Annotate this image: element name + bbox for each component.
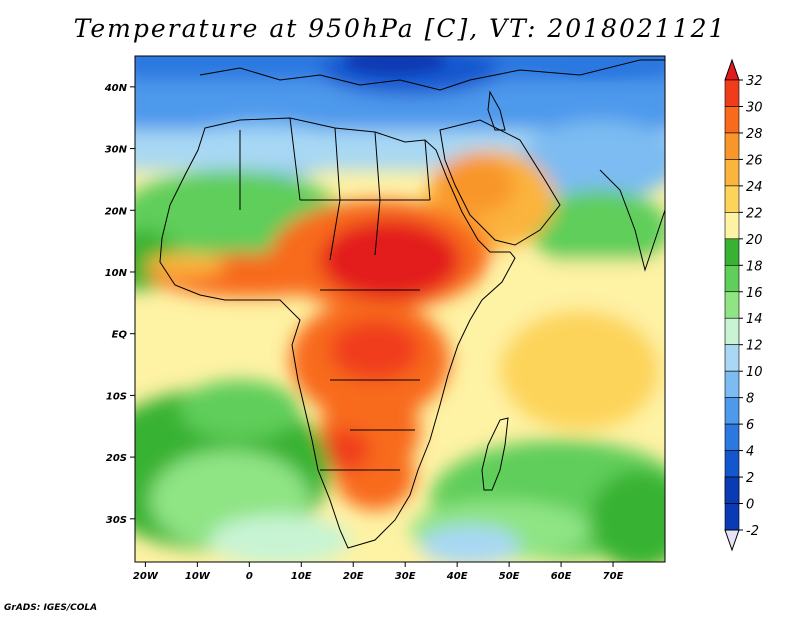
colorbar-label: 8 (746, 392, 754, 407)
lat-tick-label: 20S (106, 453, 127, 464)
colorbar-box (724, 450, 740, 478)
colorbar-label: 6 (746, 418, 754, 433)
map-axes: 40N 30N 20N 10N EQ 10S 20S 30S 20W 10W 0 10E 20E 30E 4… (104, 83, 624, 582)
colorbar-box (724, 238, 740, 266)
lon-tick-label: 40E (446, 571, 468, 582)
colorbar-box (724, 370, 740, 398)
colorbar-label: 16 (746, 286, 763, 301)
europe-coastline (199, 59, 665, 91)
colorbar-label: -2 (746, 524, 759, 539)
colorbar-label: 20 (746, 233, 763, 248)
lon-tick-label: 30E (395, 571, 416, 582)
colorbar-label: 18 (746, 259, 763, 274)
colorbar-box (724, 317, 740, 346)
colorbar-box (724, 159, 740, 187)
colorbar-box (724, 423, 740, 451)
india-coastline (599, 169, 665, 272)
colorbar-box (724, 79, 740, 107)
colorbar-box (724, 106, 740, 134)
lat-tick-label: 10S (106, 391, 127, 402)
lon-tick-label: 20E (343, 571, 364, 582)
colorbar-box (724, 212, 740, 240)
lon-tick-label: 70E (603, 571, 624, 582)
coastlines (159, 59, 665, 549)
lat-tick-label: EQ (112, 330, 128, 341)
arabia-coastline (439, 119, 561, 246)
colorbar-box (724, 185, 740, 213)
lon-tick-label: 60E (551, 571, 572, 582)
lat-tick-label: 20N (105, 206, 128, 217)
lon-tick-label: 50E (499, 571, 520, 582)
lat-tick-label: 40N (104, 83, 128, 94)
colorbar-label: 28 (746, 127, 763, 142)
lat-tick-label: 10N (105, 268, 128, 279)
lat-tick-label: 30N (105, 145, 128, 156)
colorbar-box (724, 291, 740, 319)
map-title: Temperature at 950hPa [C], VT: 201802112… (73, 14, 727, 43)
colorbar-label: 30 (746, 100, 763, 115)
colorbar-label: 2 (746, 471, 754, 486)
plot-frame (134, 55, 666, 563)
colorbar-top-arrow (724, 58, 740, 81)
colorbar-label: 24 (746, 180, 763, 195)
colorbar-label: 10 (746, 365, 763, 380)
colorbar-label: 4 (746, 445, 754, 460)
lon-tick-label: 0 (246, 571, 253, 582)
grads-credit: GrADS: IGES/COLA (4, 603, 98, 613)
colorbar-label: 14 (746, 312, 763, 327)
colorbar-box (724, 132, 740, 160)
colorbar-box (724, 264, 740, 293)
country-borders (239, 117, 431, 471)
lat-tick-label: 30S (106, 515, 127, 526)
colorbar-box (724, 476, 740, 504)
colorbar-label: 12 (746, 339, 763, 354)
colorbar-bottom-arrow (724, 529, 740, 552)
colorbar-box (724, 503, 740, 531)
lon-tick-label: 10E (291, 571, 312, 582)
lon-tick-label: 10W (185, 571, 211, 582)
caspian-coastline (487, 90, 506, 131)
colorbar-box (724, 397, 740, 425)
madagascar-coastline (481, 417, 509, 491)
lon-tick-label: 20W (133, 571, 159, 582)
colorbar-label: 26 (746, 153, 763, 168)
colorbar-label: 0 (746, 498, 754, 513)
colorbar-label: 22 (746, 206, 763, 221)
colorbar-label: 32 (746, 74, 763, 89)
africa-coastline (159, 117, 516, 549)
colorbar-box (724, 344, 740, 372)
temperature-field (135, 56, 665, 562)
